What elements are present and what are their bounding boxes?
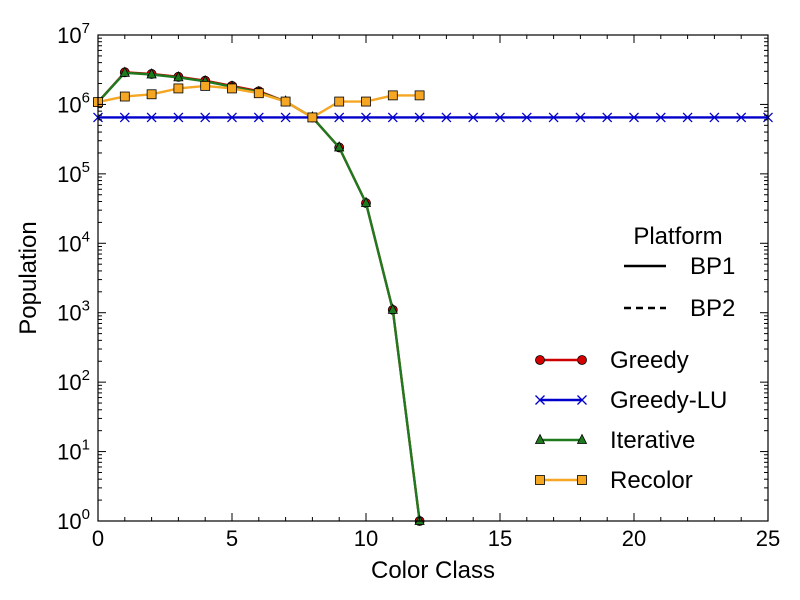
data-point	[119, 112, 130, 123]
data-point	[200, 80, 211, 91]
x-axis-label: Color Class	[371, 557, 495, 584]
data-point	[521, 112, 532, 123]
axes-layer: 0 5 10 15 20 25 100 101 102 103 104 105 106 107	[57, 20, 780, 551]
data-point	[334, 112, 345, 123]
data-point	[227, 112, 237, 123]
data-point	[280, 112, 291, 123]
data-point	[361, 112, 371, 123]
x-tick-label: 5	[226, 526, 238, 551]
data-point	[119, 91, 130, 102]
plot-area	[98, 35, 768, 521]
y-tick-label: 105	[57, 159, 90, 187]
data-point	[253, 88, 264, 99]
data-point	[387, 112, 398, 123]
y-tick-label: 106	[57, 89, 90, 117]
y-tick-label: 104	[57, 228, 90, 256]
data-point	[361, 96, 371, 107]
plot-background	[98, 35, 768, 521]
data-point	[414, 90, 425, 101]
legend-platform-label: BP2	[690, 295, 735, 322]
data-point	[227, 83, 237, 94]
series-layer	[92, 66, 773, 526]
legend-marker	[576, 433, 588, 444]
legend-marker	[535, 355, 545, 365]
data-point	[119, 66, 130, 77]
legend-marker	[577, 395, 587, 405]
data-point	[200, 112, 211, 123]
data-point	[334, 96, 345, 107]
data-point	[387, 303, 398, 314]
data-point	[280, 96, 291, 107]
data-point	[655, 112, 666, 123]
plot-frame	[97, 34, 769, 522]
legend-label: Greedy-LU	[610, 387, 727, 414]
legend-platform-title: Platform	[633, 223, 722, 250]
data-point	[253, 112, 264, 123]
data-point	[468, 112, 479, 123]
y-tick-label: 102	[57, 367, 90, 395]
data-point	[441, 112, 452, 123]
x-tick-label: 15	[488, 526, 512, 551]
legend-label: Recolor	[610, 467, 693, 494]
y-tick-label: 103	[57, 298, 90, 326]
data-point	[709, 112, 720, 123]
data-point	[548, 112, 559, 123]
y-tick-label: 101	[57, 437, 90, 465]
data-point	[360, 196, 372, 207]
legend-label: Iterative	[610, 427, 695, 454]
data-point	[495, 112, 505, 123]
x-tick-label: 25	[756, 526, 780, 551]
legend-marker	[577, 355, 587, 365]
data-point	[146, 89, 157, 100]
data-point	[173, 71, 184, 82]
legend-marker	[534, 433, 546, 444]
data-point	[146, 68, 157, 79]
x-tick-label: 0	[92, 526, 104, 551]
y-tick-label: 107	[57, 20, 90, 48]
data-point	[575, 112, 586, 123]
data-point	[173, 83, 184, 94]
data-point	[334, 141, 345, 152]
data-point	[602, 112, 613, 123]
legend-marker	[577, 475, 587, 485]
y-tick-label: 100	[57, 506, 90, 534]
legend-platform-label: BP1	[690, 253, 735, 280]
legend-label: Greedy	[610, 347, 689, 374]
x-tick-label: 20	[622, 526, 646, 551]
data-point	[629, 112, 639, 123]
data-point	[307, 112, 318, 123]
data-point	[387, 90, 398, 101]
legend-marker	[535, 475, 545, 485]
data-point	[682, 112, 693, 123]
legend-marker	[535, 395, 545, 405]
data-point	[736, 112, 747, 123]
data-point	[414, 112, 425, 123]
data-point	[173, 112, 184, 123]
data-point	[146, 112, 157, 123]
y-axis-label: Population	[15, 221, 42, 334]
series-recolor	[93, 80, 425, 123]
x-tick-label: 10	[354, 526, 378, 551]
